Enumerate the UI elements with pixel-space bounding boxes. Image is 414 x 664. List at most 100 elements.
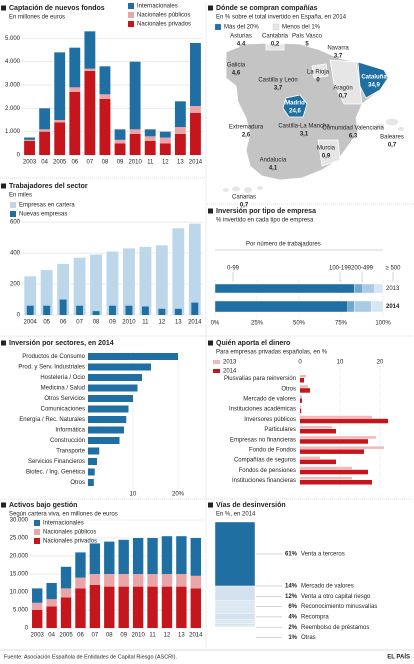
bar xyxy=(40,270,53,315)
y-tick-label: Fondos de pensiones xyxy=(239,468,296,474)
island xyxy=(223,188,229,192)
title-bullet xyxy=(1,183,6,189)
panel-title: Quién aporta el dinero xyxy=(216,340,290,347)
region-value: 6,3 xyxy=(349,134,358,140)
x-tick-label: 12 xyxy=(159,320,166,326)
region-value: 3,7 xyxy=(334,54,343,60)
bar-segment xyxy=(147,538,158,574)
panel-subtitle: Para empresas privadas españolas, en % xyxy=(216,350,328,356)
region-light xyxy=(311,63,329,79)
legend-swatch xyxy=(34,538,40,544)
bar xyxy=(88,437,120,444)
region-value: 24,6 xyxy=(289,109,301,115)
region-value: 0,7 xyxy=(240,203,249,209)
y-tick-label: 0 xyxy=(17,313,21,319)
region-value: 2,6 xyxy=(242,133,251,139)
region-name: Galicia xyxy=(227,63,246,69)
bar-segment xyxy=(190,106,201,113)
y-tick-label: Informática xyxy=(55,428,85,434)
bar-segment xyxy=(99,94,111,99)
bar xyxy=(300,429,336,434)
x-tick-label: 20 xyxy=(377,360,384,366)
column-segment xyxy=(214,600,256,614)
panel-title: Activos bajo gestión xyxy=(9,502,77,509)
bar-segment xyxy=(32,602,43,610)
bar xyxy=(73,257,86,315)
bar xyxy=(300,426,332,429)
y-tick-label: 200 xyxy=(10,282,21,288)
island xyxy=(386,118,398,126)
region-name: Canarias xyxy=(232,195,256,201)
bar-segment xyxy=(129,129,141,134)
bar xyxy=(155,245,168,315)
legend-swatch xyxy=(34,529,40,535)
island xyxy=(232,186,240,192)
x-tick-label: 07 xyxy=(87,160,94,166)
value-label: 1% xyxy=(288,635,297,641)
bar xyxy=(92,311,100,315)
legend-swatch xyxy=(213,369,220,373)
bar xyxy=(88,416,127,423)
column-segment xyxy=(214,625,256,628)
bar-segment xyxy=(118,574,129,587)
bar-segment xyxy=(39,129,51,132)
x-tick-label: 09 xyxy=(109,320,116,326)
bar-segment xyxy=(24,137,35,140)
value-label: 12% xyxy=(285,594,298,600)
bar xyxy=(123,248,135,315)
y-tick-label: 25.000 xyxy=(10,536,29,542)
x-tick-label: 2003 xyxy=(31,633,45,639)
island xyxy=(398,127,404,131)
bar-segment xyxy=(374,283,384,294)
bar xyxy=(300,480,372,485)
column-segment xyxy=(214,585,256,601)
region-name: Andalucía xyxy=(260,158,287,164)
x-tick-label: 2005 xyxy=(59,633,73,639)
bar-segment xyxy=(190,538,201,576)
bar-segment xyxy=(39,108,51,130)
bar-segment xyxy=(129,134,141,155)
title-bullet xyxy=(208,502,213,508)
bar xyxy=(24,276,37,315)
bar-segment xyxy=(132,538,144,574)
bar xyxy=(300,395,302,398)
bar xyxy=(43,305,51,315)
bar-segment xyxy=(159,143,171,155)
x-tick-label: 2010 xyxy=(128,160,142,166)
bar-segment xyxy=(144,141,156,155)
island xyxy=(257,186,263,190)
segment-label: ≥ 500 xyxy=(386,266,402,272)
value-label: 2% xyxy=(288,625,297,631)
region-value: 3,1 xyxy=(300,132,309,138)
region-value: 0,7 xyxy=(339,94,348,100)
bar xyxy=(300,398,302,403)
bar xyxy=(141,306,149,315)
region-name: Madrid xyxy=(285,101,305,107)
bar xyxy=(88,374,142,381)
y-tick-label: 400 xyxy=(10,251,21,257)
bar-segment xyxy=(144,136,156,141)
bar xyxy=(300,408,302,414)
y-tick-label: Prod. y Serv. Industriales xyxy=(18,365,85,371)
bar-segment xyxy=(347,300,355,313)
y-tick-label: Plusvalías para reinversión xyxy=(224,376,296,382)
bar-segment xyxy=(46,606,57,628)
bar-segment xyxy=(190,113,201,155)
bar xyxy=(106,251,119,315)
bar-segment xyxy=(39,131,51,155)
panel-subtitle: En miles xyxy=(9,193,32,199)
bar-segment xyxy=(89,574,101,585)
y-tick-label: 5.000 xyxy=(13,608,29,614)
bar-segment xyxy=(147,574,158,587)
x-tick-label: 2003 xyxy=(23,160,37,166)
bar-segment xyxy=(371,300,384,313)
region-light xyxy=(265,43,285,51)
bar-segment xyxy=(89,543,101,574)
y-tick-label: Construcción xyxy=(50,438,85,444)
x-tick-label: 04 xyxy=(41,160,48,166)
region-name: Baleares xyxy=(380,135,404,141)
column-segment xyxy=(214,521,256,587)
bar-segment xyxy=(161,574,173,587)
region-value: 0,2 xyxy=(271,42,280,48)
